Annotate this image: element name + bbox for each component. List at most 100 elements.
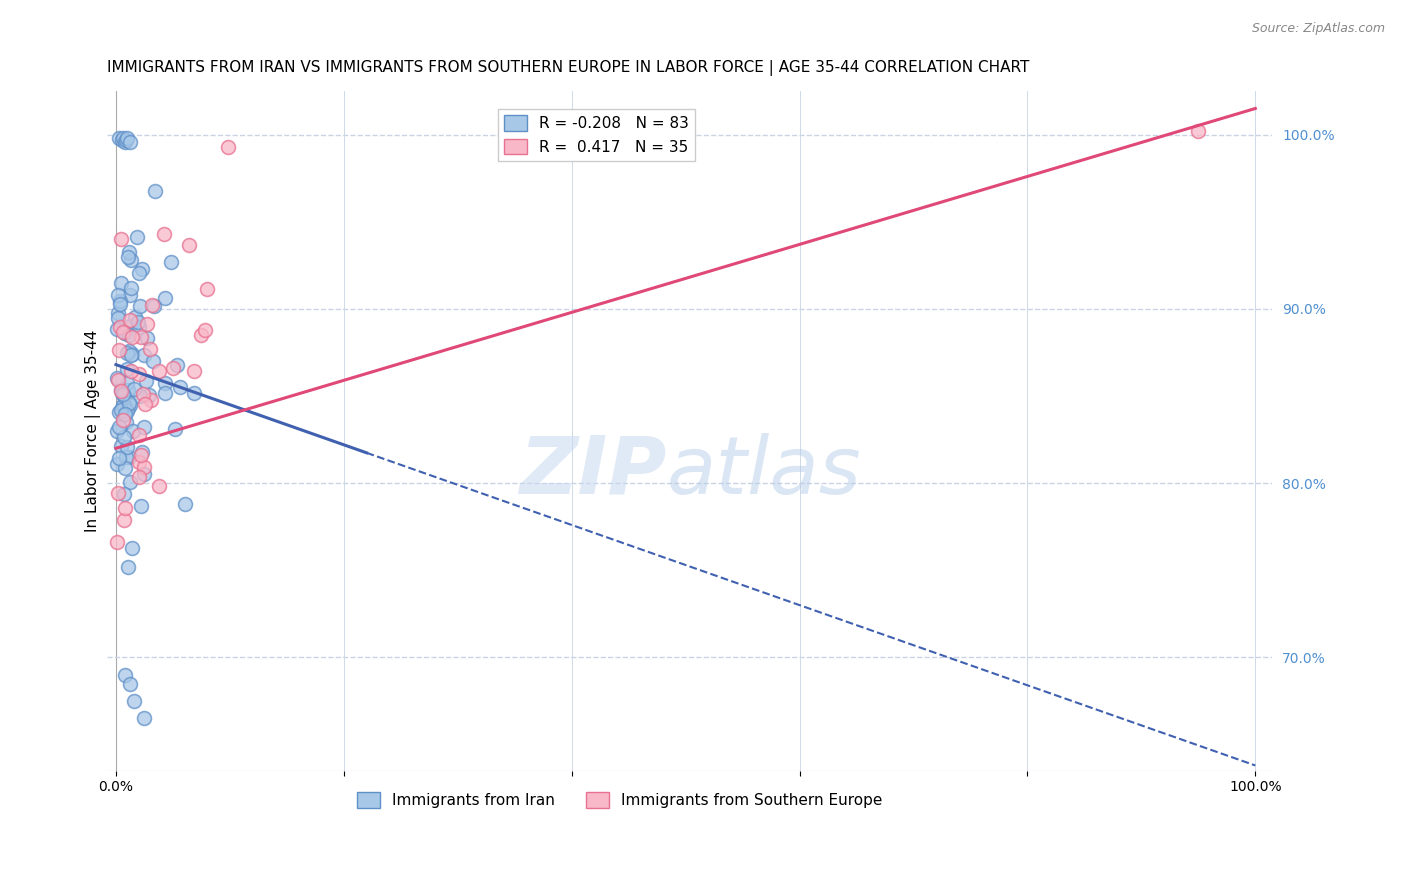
Point [114, 513, 136, 527]
Point [115, 133, 138, 147]
Point [131, 500, 153, 514]
Point [112, 486, 135, 500]
Point [128, 320, 150, 334]
Point [115, 440, 138, 454]
Point [110, 232, 132, 246]
Point [108, 293, 131, 308]
Point [138, 387, 160, 401]
Point [122, 424, 145, 438]
Point [128, 299, 150, 313]
Point [110, 403, 132, 417]
Point [120, 253, 142, 268]
Point [153, 291, 176, 305]
Point [118, 399, 141, 413]
Point [120, 364, 142, 378]
Point [110, 277, 132, 291]
Point [105, 457, 128, 471]
Point [110, 383, 132, 397]
Point [128, 267, 150, 281]
Point [183, 363, 205, 377]
Point [139, 392, 162, 407]
Point [121, 347, 143, 361]
Text: Source: ZipAtlas.com: Source: ZipAtlas.com [1251, 22, 1385, 36]
Point [114, 668, 136, 682]
Point [118, 313, 141, 327]
Legend: Immigrants from Iran, Immigrants from Southern Europe: Immigrants from Iran, Immigrants from So… [352, 786, 889, 814]
Point [139, 342, 162, 356]
Point [111, 400, 134, 414]
Point [162, 361, 184, 376]
Point [166, 359, 188, 373]
Point [117, 401, 139, 415]
Point [105, 534, 128, 549]
Point [160, 254, 183, 268]
Point [111, 133, 134, 147]
Point [148, 479, 170, 493]
Point [131, 261, 153, 276]
Point [132, 419, 155, 434]
Point [105, 424, 128, 438]
Point [155, 376, 177, 390]
Point [118, 450, 141, 464]
Point [107, 373, 129, 387]
Point [112, 387, 135, 401]
Point [143, 184, 166, 198]
Point [195, 281, 218, 295]
Point [134, 711, 156, 725]
Point [122, 694, 145, 708]
Point [153, 386, 176, 401]
Point [120, 318, 142, 333]
Point [124, 310, 146, 324]
Point [107, 343, 129, 357]
Point [108, 320, 131, 334]
Text: ZIP: ZIP [519, 433, 666, 510]
Point [121, 330, 143, 344]
Point [169, 380, 191, 394]
Point [120, 288, 142, 302]
Point [128, 428, 150, 442]
Point [115, 362, 138, 376]
Point [217, 139, 239, 153]
Point [114, 450, 136, 465]
Point [118, 676, 141, 690]
Point [153, 227, 176, 241]
Point [111, 413, 134, 427]
Point [132, 467, 155, 482]
Point [114, 460, 136, 475]
Point [117, 131, 139, 145]
Point [114, 416, 136, 430]
Point [124, 383, 146, 397]
Point [183, 386, 205, 401]
Point [194, 323, 217, 337]
Point [117, 383, 139, 397]
Point [105, 370, 128, 384]
Point [118, 475, 141, 489]
Point [111, 131, 134, 145]
Point [112, 398, 135, 412]
Point [129, 389, 152, 403]
Point [112, 430, 135, 444]
Point [107, 486, 129, 500]
Point [110, 439, 132, 453]
Point [108, 131, 131, 145]
Point [107, 288, 129, 302]
Point [173, 497, 195, 511]
Point [132, 387, 155, 401]
Point [117, 376, 139, 390]
Point [110, 384, 132, 399]
Point [165, 422, 187, 436]
Point [128, 470, 150, 484]
Point [134, 397, 156, 411]
Point [134, 347, 156, 361]
Point [131, 445, 153, 459]
Point [131, 330, 153, 344]
Point [114, 326, 136, 340]
Point [114, 407, 136, 421]
Point [117, 560, 139, 574]
Point [190, 328, 212, 343]
Point [111, 398, 134, 412]
Point [105, 322, 128, 336]
Point [132, 459, 155, 474]
Point [108, 420, 131, 434]
Point [115, 346, 138, 360]
